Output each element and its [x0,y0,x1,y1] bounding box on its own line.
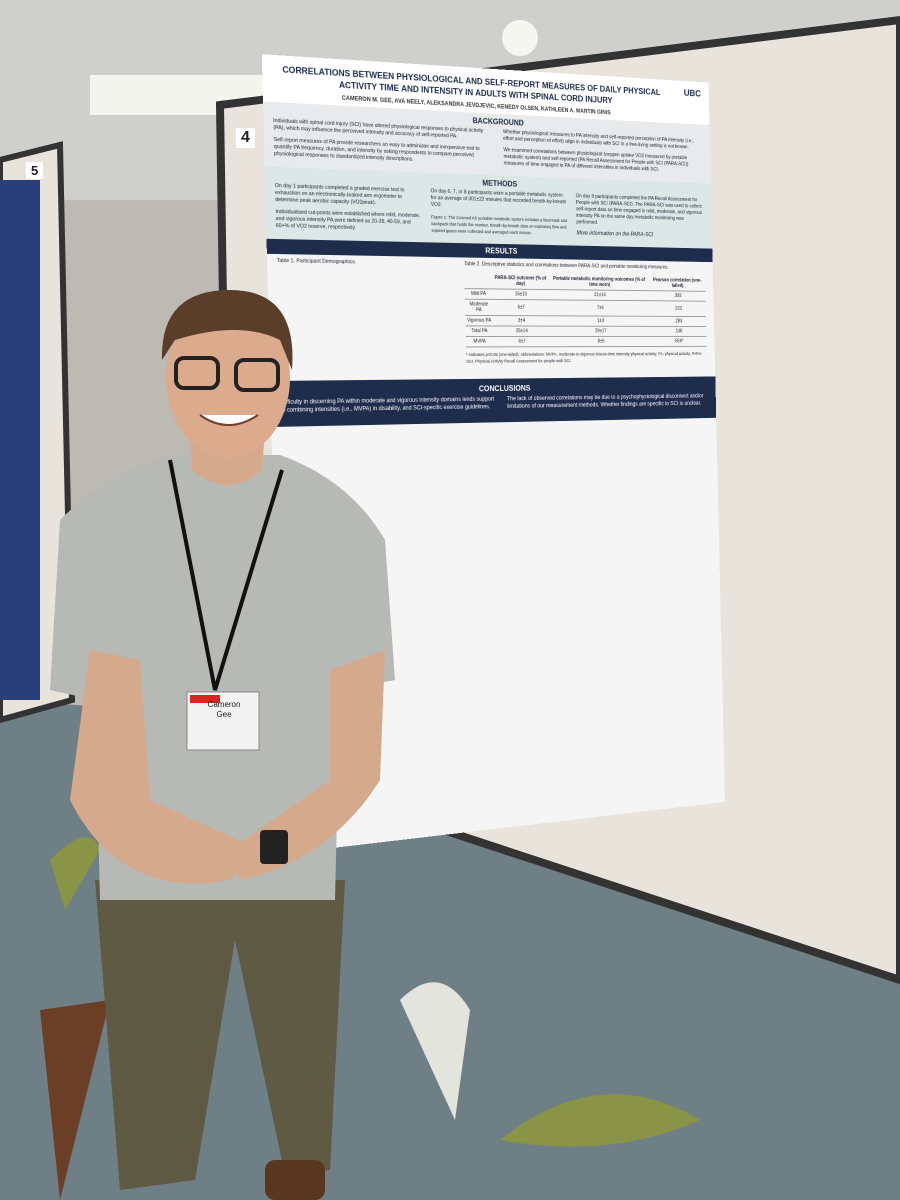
pants [95,880,345,1190]
person [0,0,900,1200]
badge-text: Cameron Gee [192,700,256,720]
badge-name: Cameron [192,700,256,710]
badge-name: Gee [192,710,256,720]
watch [260,830,288,864]
shoe [265,1160,325,1200]
page: 4 5 CORRELATIONS BETWEEN PHYSIOLOGICAL A… [0,0,900,1200]
bag [40,1000,110,1200]
